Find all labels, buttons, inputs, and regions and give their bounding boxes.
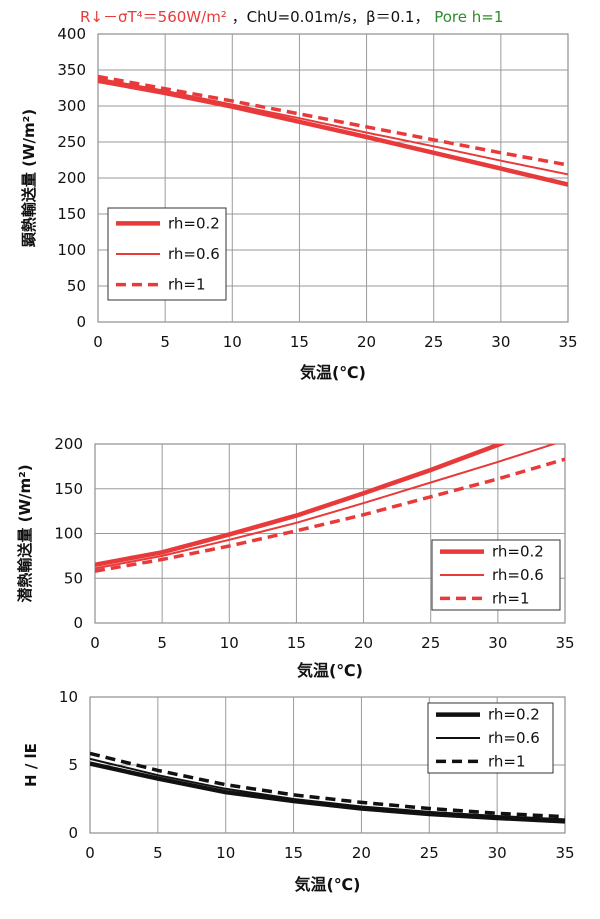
legend-label-rh-1: rh=1 [492,589,530,607]
y-axis-label: H / lE [22,743,40,787]
legend: rh=0.2 rh=0.6 rh=1 [431,539,561,611]
series-line-rh-1 [95,457,565,573]
series-line-rh-06 [90,757,565,821]
x-tick-label: 10 [223,333,242,351]
x-tick-label: 35 [558,333,577,351]
x-tick-label: 5 [160,333,170,351]
latent-heat-chart: 0 5 10 15 20 25 30 35 0 50 100 150 200 気温(℃) 潜熱輸送量 (W/… [16,435,575,680]
x-tick-label: 20 [357,333,376,351]
sensible-heat-chart: 0 5 10 15 20 25 30 35050100150200250300350400気温… [20,25,578,382]
y-tick-label: 100 [54,525,83,543]
x-tick-label: 15 [290,333,309,351]
x-tick-label: 5 [153,844,163,862]
y-tick-label: 300 [57,97,86,115]
series-line-rh-02 [90,761,565,824]
y-tick-label: 150 [57,205,86,223]
legend: rh=0.2 rh=0.6 rh=1 [427,702,554,774]
x-axis-label: 気温(℃) [300,363,366,382]
y-tick-label: 200 [57,169,86,187]
series-line-rh-06 [95,444,558,570]
y-tick-label: 50 [64,569,83,587]
legend-label-rh-06: rh=0.6 [488,729,540,747]
x-tick-label: 30 [488,634,507,652]
series-line-rh-02 [98,78,568,187]
y-tick-label: 200 [54,435,83,453]
x-tick-label: 25 [420,844,439,862]
y-tick-label: 50 [67,277,86,295]
legend-label-rh-06: rh=0.6 [492,566,544,584]
x-tick-label: 10 [216,844,235,862]
x-tick-label: 20 [352,844,371,862]
y-tick-label: 350 [57,61,86,79]
legend: rh=0.2 rh=0.6 rh=1 [107,207,227,301]
y-tick-label: 150 [54,480,83,498]
x-tick-label: 0 [85,844,95,862]
y-tick-label: 10 [59,688,78,706]
header-parameters-text: ，ChU=0.01m/s，β＝0.1， [232,8,430,26]
legend-label-rh-1: rh=1 [488,752,526,770]
x-tick-label: 20 [354,634,373,652]
y-tick-label: 0 [76,313,86,331]
header-radiation-text: R↓－σT⁴＝560W/m² [80,8,227,26]
x-tick-label: 25 [424,333,443,351]
x-tick-label: 25 [421,634,440,652]
legend-label-rh-1: rh=1 [168,276,206,294]
x-tick-label: 35 [555,844,574,862]
x-tick-label: 30 [488,844,507,862]
x-tick-label: 15 [284,844,303,862]
y-tick-label: 0 [73,614,83,632]
y-tick-label: 100 [57,241,86,259]
legend-label-rh-02: rh=0.2 [488,706,540,724]
y-tick-label: 0 [68,824,78,842]
legend-label-rh-02: rh=0.2 [492,543,544,561]
x-tick-label: 35 [555,634,574,652]
x-axis-label: 気温(℃) [297,661,363,680]
x-axis-label: 気温(℃) [294,875,360,894]
x-tick-label: 15 [287,634,306,652]
x-tick-label: 30 [491,333,510,351]
series-line-rh-02 [95,444,507,568]
y-tick-label: 250 [57,133,86,151]
x-tick-label: 0 [93,333,103,351]
figure-header: R↓－σT⁴＝560W/m² ，ChU=0.01m/s，β＝0.1， Pore … [80,8,503,26]
y-tick-label: 5 [68,756,78,774]
y-tick-label: 400 [57,25,86,43]
header-pore-text: Pore h=1 [434,8,503,26]
x-tick-label: 0 [90,634,100,652]
legend-label-rh-06: rh=0.6 [168,245,220,263]
y-axis-label: 顕熱輸送量 (W/m²) [20,109,38,247]
y-axis-label: 潜熱輸送量 (W/m²) [16,464,34,602]
series-line-rh-1 [90,751,565,819]
series-line-rh-06 [98,77,568,176]
legend-label-rh-02: rh=0.2 [168,214,220,232]
x-tick-label: 10 [220,634,239,652]
x-tick-label: 5 [157,634,167,652]
